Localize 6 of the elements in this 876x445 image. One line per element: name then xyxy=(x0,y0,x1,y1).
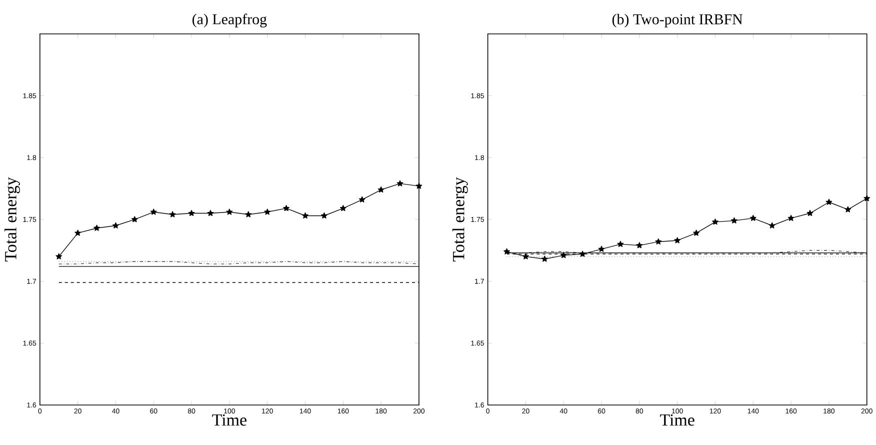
chart-title: (b) Two-point IRBFN xyxy=(612,14,743,28)
x-axis-title: Time xyxy=(212,414,246,426)
chart-title: (a) Leapfrog xyxy=(192,14,267,28)
x-axis-title: Time xyxy=(660,414,694,426)
y-axis-title: Total energy xyxy=(4,177,20,262)
y-axis-title: Total energy xyxy=(452,177,468,262)
